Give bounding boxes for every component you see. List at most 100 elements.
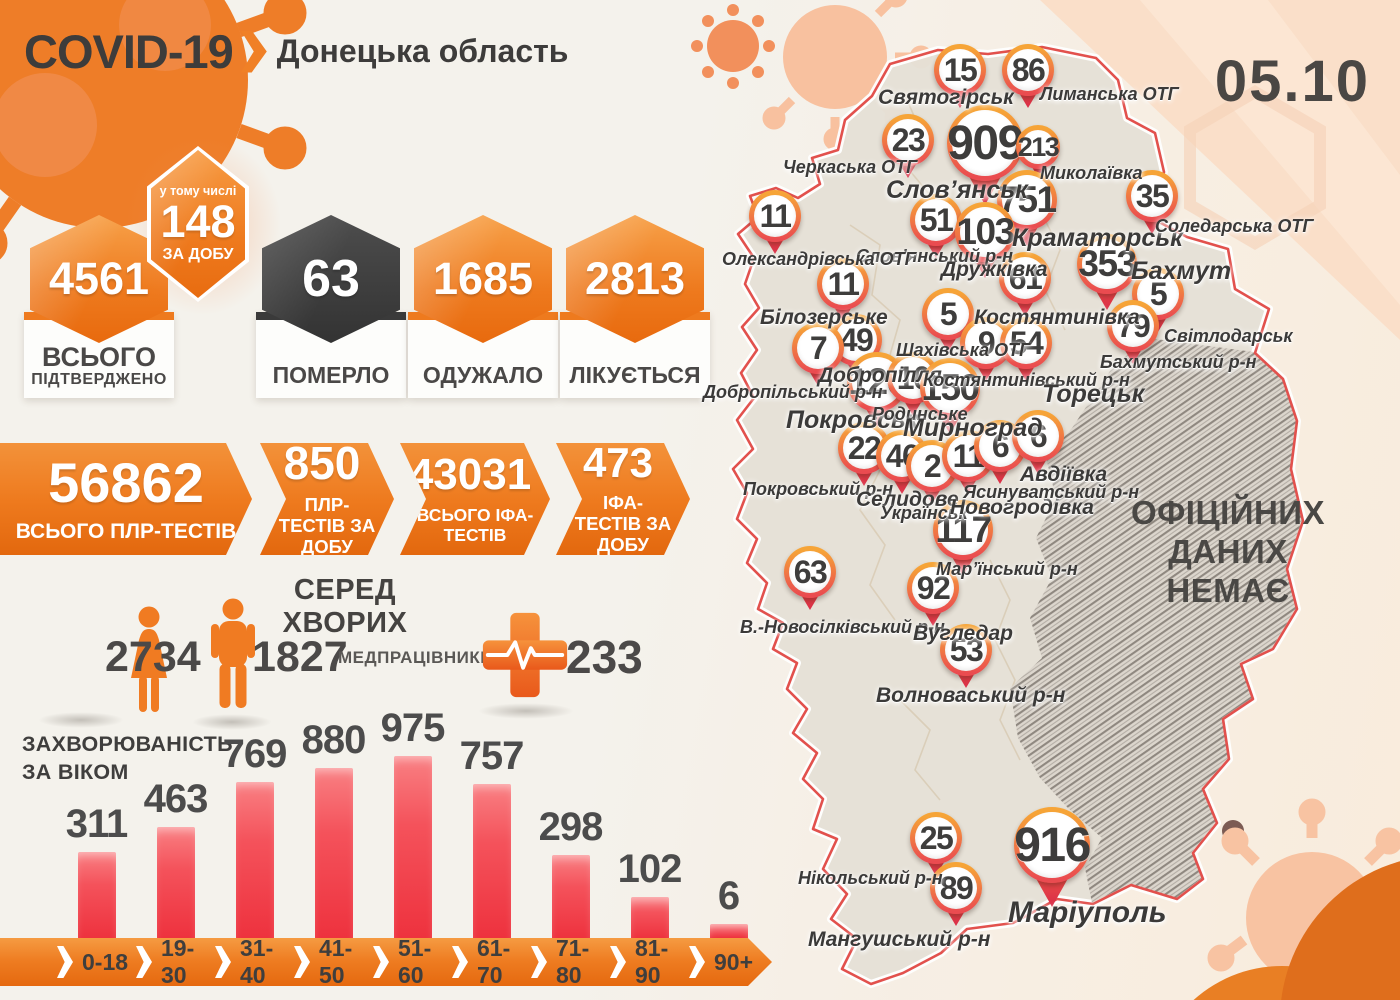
map-pin: 25 [910,812,962,886]
bar [156,827,195,938]
confirmed-sublabel: ПІДТВЕРДЖЕНО [31,371,167,388]
elisa-daily-label: ІФА-ТЕСТІВ ЗА ДОБУ [574,492,672,555]
map-pin: 35 [1126,170,1178,244]
map-place-label: Соледарська ОТГ [1155,216,1314,236]
pin-value: 11 [759,197,792,234]
bar [551,855,590,938]
pin-head: 117 [933,500,993,560]
pin-head: 92 [907,562,959,614]
pcr-daily-label: ПЛР-ТЕСТІВ ЗА ДОБУ [278,494,376,557]
summary-recovered: 1685 ОДУЖАЛО [408,215,558,405]
pin-head: 11 [749,190,801,242]
pin-head: 353 [1077,234,1137,294]
pcr-daily-value: 850 [283,437,361,490]
map-place-label: Білозерське [760,306,888,329]
pin-value: 9 [977,324,996,361]
map-place-label: В.-Новосілківський р-н [740,617,945,637]
map-place-label: Костянтинівський р-н [923,370,1130,390]
pin-head: 23 [882,114,934,166]
pin-value: 5 [1149,275,1168,312]
age-range-label: 51-60 [398,935,432,988]
pin-head: 150 [920,358,980,418]
map-place-label: Черкаська ОТГ [783,157,918,177]
pin-head: 916 [1014,807,1091,883]
virus-icon [691,4,775,89]
age-range-segment: 90+ [689,946,768,978]
female-count: 2734 [105,633,201,681]
map-pin: 54 [1000,317,1052,391]
map-pin: 6 [1012,410,1064,484]
pin-head: 7 [792,322,844,374]
pin-head: 51 [910,194,962,246]
age-bar-group: 463 [136,777,215,938]
map-pin: 53 [940,624,992,698]
pin-head: 86 [1002,44,1054,96]
age-range-segment: 0-18 [57,946,136,978]
woman-icon [131,606,167,712]
map-place-label: Мангушський р-н [808,928,991,951]
summary-deaths: 63 ПОМЕРЛО [256,215,406,405]
treated-value: 2813 [584,253,686,304]
pin-value: 6 [991,427,1010,464]
age-range-label: 90+ [714,948,754,975]
pcr-daily-arrow: 850 ПЛР-ТЕСТІВ ЗА ДОБУ [260,443,394,555]
age-range-label: 81-90 [635,935,669,988]
among-sick-title: СЕРЕД ХВОРИХ [282,574,408,639]
age-bar-group: 6 [689,874,768,938]
map-place-label: Торецьк [1042,380,1145,408]
pin-head: 25 [910,812,962,864]
map-pin: 909 [947,105,1024,215]
map-place-label: Мирноград [903,414,1043,442]
medics-count: 233 [566,631,643,683]
age-range-segment: 31-40 [215,935,294,989]
pin-head: 909 [947,105,1024,181]
pcr-total-arrow: 56862 ВСЬОГО ПЛР-ТЕСТІВ [0,443,252,555]
pin-value: 51 [919,201,954,238]
deaths-value: 63 [302,250,360,308]
map-place-label: Слов’янськ [886,176,1028,204]
summary-treated: 2813 ЛІКУЄТЬСЯ [560,215,710,405]
pin-value: 79 [1116,307,1151,344]
deaths-card: ПОМЕРЛО [256,312,406,398]
region-title: Донецька область [276,33,569,69]
map-place-label: Лиманська ОТГ [1040,84,1179,104]
map-pin: 15 [934,44,986,118]
hexagon-outline-decoration [1184,85,1326,250]
age-bar-group: 975 [373,706,452,938]
map-place-label: Покровськ [786,406,919,434]
elisa-total-arrow: 43031 ВСЬОГО ІФА-ТЕСТІВ [400,443,550,555]
treated-label: ЛІКУЄТЬСЯ [569,362,701,388]
age-range-label: 41-50 [319,935,353,988]
age-range-label: 31-40 [240,935,274,988]
age-range-label: 61-70 [477,935,511,988]
map-pin: 89 [930,862,982,936]
pin-head: 35 [1126,170,1178,222]
age-range-segment: 19-30 [136,935,215,989]
bar-value-label: 757 [459,734,525,778]
map-pin: 92 [907,562,959,636]
pin-head: 61 [999,252,1051,304]
age-range-segment: 61-70 [452,935,531,989]
pin-head: 751 [997,170,1057,230]
recovered-value: 1685 [432,253,534,304]
oblast-border [731,45,1305,986]
pin-value: 213 [1017,131,1060,162]
bar-value-label: 975 [380,706,446,750]
map-pin: 11 [817,258,869,332]
map-place-label: Добропілля [818,364,942,387]
map-place-label: Світлодарськ [1164,326,1293,346]
age-bar-group: 311 [57,802,136,938]
pin-value: 92 [916,569,951,606]
map-place-label: Вугледар [913,622,1013,645]
pin-value: 916 [1014,818,1091,872]
pin-value: 63 [793,553,828,590]
pin-head: 54 [1000,317,1052,369]
pin-head: 6 [1012,410,1064,462]
age-range-segment: 41-50 [294,935,373,989]
pcr-total-label: ВСЬОГО ПЛР-ТЕСТІВ [15,519,237,543]
man-icon [211,598,255,708]
age-bar-group: 757 [452,734,531,938]
map-pin: 7 [792,322,844,396]
bar [709,924,748,938]
report-date: 05.10 [1214,49,1370,114]
